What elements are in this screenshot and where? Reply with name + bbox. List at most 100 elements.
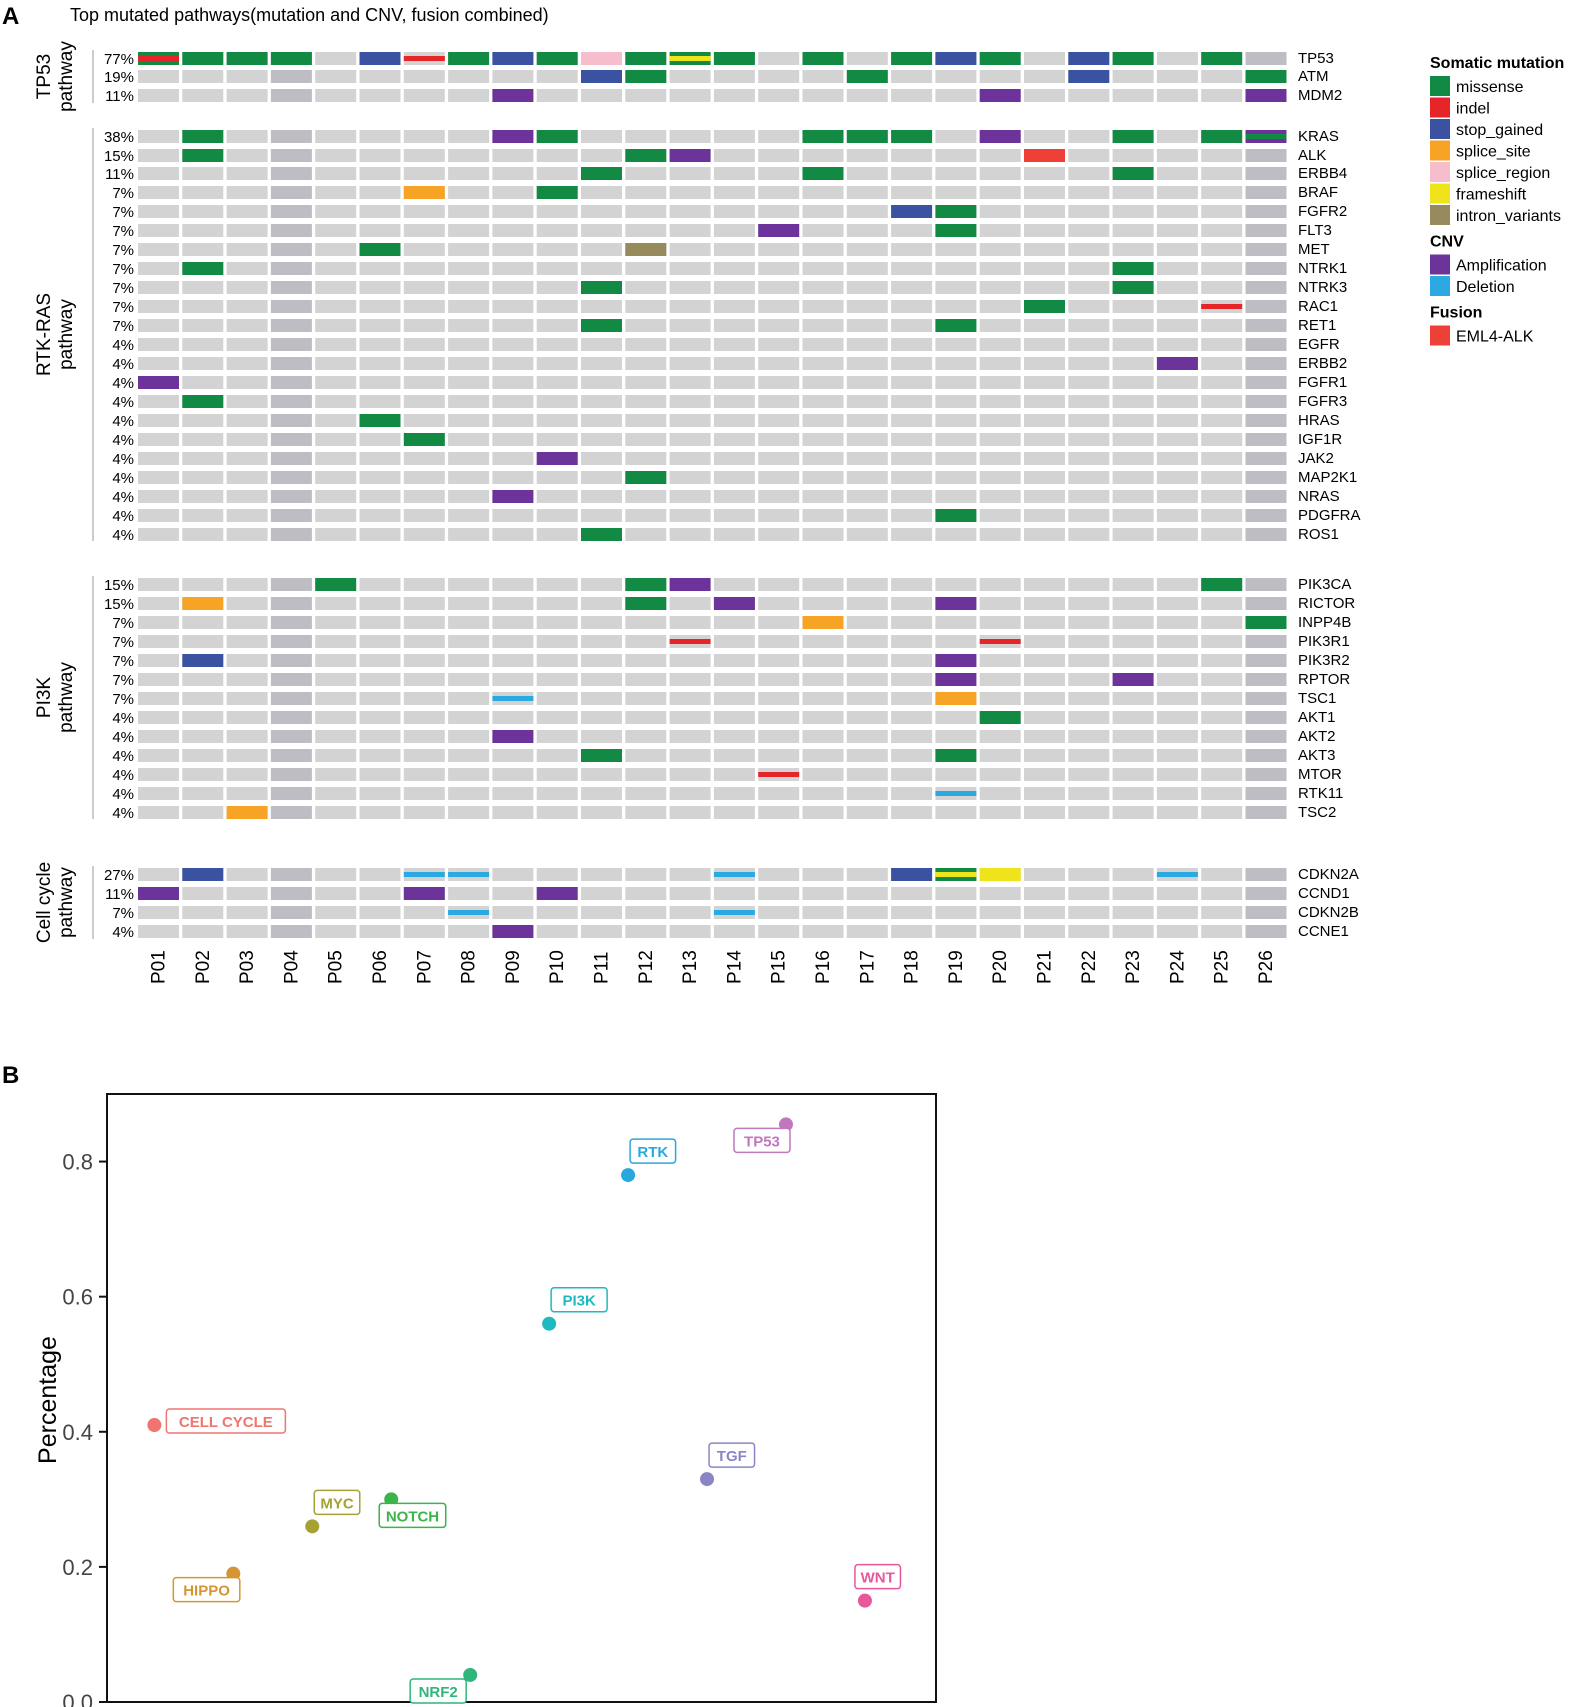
oncoprint-cell — [226, 130, 268, 143]
gene-percent: 4% — [112, 710, 134, 727]
alteration-mark — [669, 149, 711, 162]
alteration-mark — [1201, 304, 1243, 309]
oncoprint-cell — [979, 243, 1021, 256]
gene-label: IGF1R — [1298, 431, 1342, 448]
gene-percent: 15% — [104, 148, 134, 165]
patient-label: P20 — [990, 950, 1011, 984]
oncoprint-cell — [270, 70, 312, 83]
oncoprint-cell — [359, 635, 401, 648]
oncoprint-cell — [536, 149, 578, 162]
oncoprint-cell — [1201, 887, 1243, 900]
alteration-mark — [581, 52, 622, 65]
oncoprint-cell — [138, 906, 179, 919]
oncoprint-cell — [935, 452, 977, 465]
oncoprint-cell — [138, 635, 179, 648]
oncoprint-cell — [1245, 490, 1287, 503]
alteration-mark — [182, 130, 224, 143]
oncoprint-cell — [492, 887, 534, 900]
oncoprint-cell — [226, 149, 268, 162]
oncoprint-cell — [182, 806, 224, 819]
oncoprint-cell — [1156, 414, 1198, 427]
oncoprint-cell — [403, 262, 445, 275]
oncoprint-cell — [270, 711, 312, 724]
oncoprint-cell — [669, 887, 711, 900]
oncoprint-cell — [1024, 224, 1065, 237]
oncoprint-cell — [581, 414, 622, 427]
oncoprint-cell — [891, 243, 933, 256]
patient-label: P24 — [1167, 950, 1188, 984]
oncoprint-cell — [226, 787, 268, 800]
oncoprint-cell — [1201, 868, 1243, 881]
oncoprint-cell — [1068, 395, 1110, 408]
gene-label: ATM — [1298, 68, 1329, 85]
gene-percent: 4% — [112, 432, 134, 449]
oncoprint-cell — [1068, 167, 1110, 180]
oncoprint-cell — [182, 749, 224, 762]
oncoprint-cell — [979, 730, 1021, 743]
oncoprint-cell — [758, 806, 800, 819]
gene-percent: 4% — [112, 527, 134, 544]
oncoprint-cell — [846, 787, 888, 800]
oncoprint-cell — [1201, 528, 1243, 541]
oncoprint-cell — [891, 452, 933, 465]
oncoprint-cell — [448, 70, 490, 83]
oncoprint-cell — [1201, 787, 1243, 800]
pathway-label-line2: pathway — [56, 41, 77, 112]
patient-label: P11 — [592, 952, 613, 984]
oncoprint-cell — [1024, 906, 1065, 919]
oncoprint-cell — [359, 673, 401, 686]
gene-percent: 4% — [112, 451, 134, 468]
oncoprint-cell — [182, 357, 224, 370]
oncoprint-cell — [492, 806, 534, 819]
patient-label: P05 — [326, 950, 347, 984]
oncoprint-cell — [492, 414, 534, 427]
point-label: NOTCH — [386, 1508, 439, 1525]
oncoprint-cell — [1245, 167, 1287, 180]
oncoprint-cell — [448, 597, 490, 610]
oncoprint-cell — [669, 509, 711, 522]
point-label: MYC — [320, 1495, 354, 1512]
oncoprint-cell — [536, 730, 578, 743]
oncoprint-cell — [1156, 597, 1198, 610]
point-label-box — [409, 1678, 467, 1704]
gene-percent: 77% — [104, 51, 134, 68]
oncoprint-cell — [713, 692, 755, 705]
oncoprint-cell — [1024, 635, 1065, 648]
oncoprint-cell — [1112, 357, 1154, 370]
oncoprint-cell — [713, 395, 755, 408]
oncoprint-cell — [891, 490, 933, 503]
oncoprint-cell — [625, 414, 667, 427]
oncoprint-cell — [758, 262, 800, 275]
oncoprint-cell — [1112, 528, 1154, 541]
oncoprint-cell — [315, 711, 357, 724]
oncoprint-cell — [846, 414, 888, 427]
point-label-box — [165, 1408, 287, 1434]
alteration-mark — [1201, 130, 1243, 143]
oncoprint-cell — [891, 509, 933, 522]
oncoprint-cell — [625, 167, 667, 180]
oncoprint-cell — [138, 787, 179, 800]
oncoprint-cell — [581, 806, 622, 819]
oncoprint-cell — [226, 224, 268, 237]
oncoprint-cell — [536, 224, 578, 237]
gene-percent: 7% — [112, 299, 134, 316]
oncoprint-cell — [1068, 692, 1110, 705]
oncoprint-cell — [226, 414, 268, 427]
oncoprint-cell — [935, 925, 977, 938]
oncoprint-cell — [448, 749, 490, 762]
oncoprint-cell — [315, 635, 357, 648]
oncoprint-cell — [359, 654, 401, 667]
oncoprint-cell — [1201, 89, 1243, 102]
alteration-mark — [226, 806, 268, 819]
oncoprint-cell — [1201, 70, 1243, 83]
oncoprint-cell — [581, 768, 622, 781]
oncoprint-cell — [1068, 768, 1110, 781]
legend-label: intron_variants — [1456, 208, 1561, 225]
oncoprint-cell — [802, 768, 844, 781]
gene-label: NRAS — [1298, 488, 1340, 505]
oncoprint-cell — [182, 578, 224, 591]
oncoprint-cell — [625, 730, 667, 743]
pathway-label-line1: Cell cycle — [34, 862, 55, 943]
oncoprint-cell — [315, 597, 357, 610]
oncoprint-cell — [669, 673, 711, 686]
